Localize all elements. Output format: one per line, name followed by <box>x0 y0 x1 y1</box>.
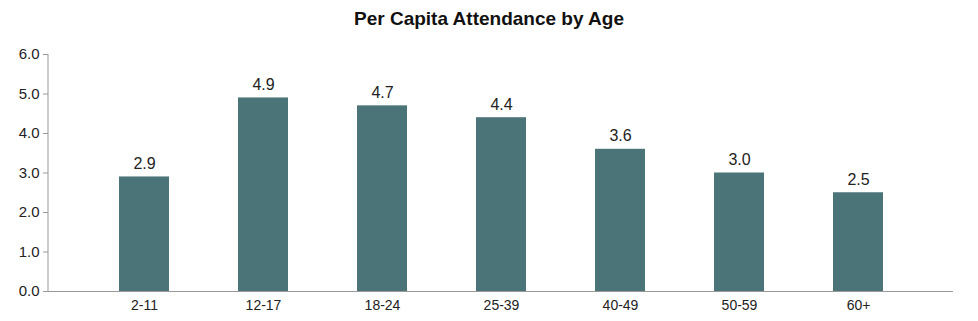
svg-text:3.0: 3.0 <box>19 164 40 181</box>
svg-text:18-24: 18-24 <box>365 297 401 313</box>
svg-text:50-59: 50-59 <box>722 297 758 313</box>
svg-text:0.0: 0.0 <box>19 282 40 299</box>
svg-text:2.5: 2.5 <box>847 171 869 188</box>
svg-text:2.9: 2.9 <box>133 155 155 172</box>
svg-text:60+: 60+ <box>847 297 871 313</box>
svg-text:40-49: 40-49 <box>603 297 639 313</box>
svg-text:4.9: 4.9 <box>252 76 274 93</box>
svg-text:25-39: 25-39 <box>484 297 520 313</box>
svg-text:4.4: 4.4 <box>490 96 512 113</box>
svg-text:3.6: 3.6 <box>609 127 631 144</box>
svg-text:3.0: 3.0 <box>728 151 750 168</box>
svg-text:5.0: 5.0 <box>19 85 40 102</box>
svg-text:12-17: 12-17 <box>246 297 282 313</box>
html-text:Per Capita Attendance by Age: Per Capita Attendance by Age <box>354 8 624 29</box>
svg-text:4.7: 4.7 <box>371 84 393 101</box>
svg-text:2.0: 2.0 <box>19 203 40 220</box>
svg-text:1.0: 1.0 <box>19 243 40 260</box>
svg-text:4.0: 4.0 <box>19 124 40 141</box>
svg-text:6.0: 6.0 <box>19 45 40 62</box>
svg-text:2-11: 2-11 <box>131 297 158 313</box>
